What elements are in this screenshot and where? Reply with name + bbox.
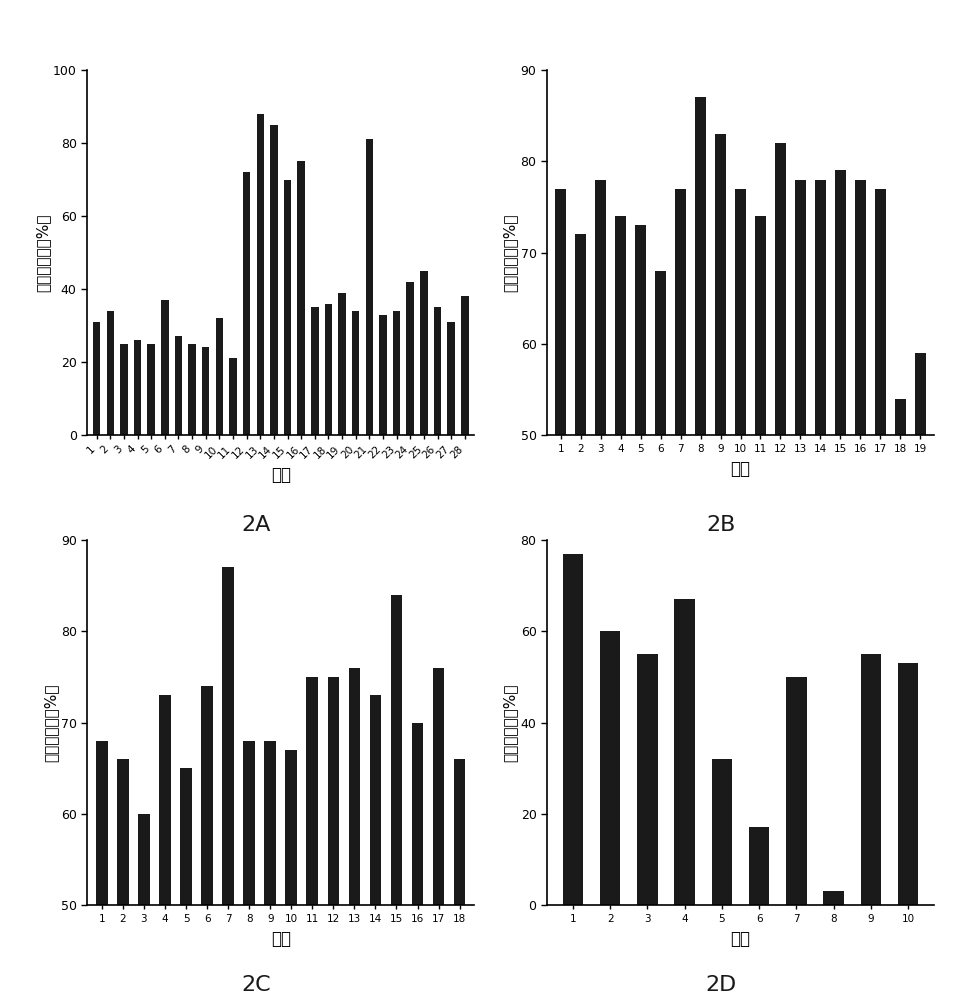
- Bar: [556, 189, 566, 891]
- X-axis label: 克隆: 克隆: [731, 930, 750, 948]
- Bar: [379, 315, 387, 435]
- Bar: [352, 311, 359, 435]
- Bar: [815, 180, 826, 891]
- Text: 2D: 2D: [706, 975, 737, 995]
- Bar: [562, 554, 583, 905]
- Bar: [454, 759, 466, 1000]
- Bar: [461, 296, 469, 435]
- X-axis label: 克隆: 克隆: [271, 930, 290, 948]
- Bar: [775, 143, 786, 891]
- X-axis label: 克隆: 克隆: [731, 460, 750, 478]
- Bar: [216, 318, 223, 435]
- Bar: [223, 567, 234, 1000]
- Bar: [161, 300, 168, 435]
- Bar: [715, 134, 726, 891]
- Bar: [735, 189, 746, 891]
- Y-axis label: 阻断抑制率（%）: 阻断抑制率（%）: [502, 213, 518, 292]
- Bar: [795, 180, 806, 891]
- Bar: [159, 695, 170, 1000]
- Bar: [264, 741, 276, 1000]
- Bar: [595, 180, 606, 891]
- Bar: [327, 677, 339, 1000]
- Bar: [894, 398, 906, 891]
- Bar: [339, 293, 346, 435]
- Bar: [411, 722, 423, 1000]
- Text: 2C: 2C: [242, 975, 271, 995]
- Bar: [637, 654, 657, 905]
- Bar: [749, 827, 770, 905]
- Bar: [861, 654, 881, 905]
- Bar: [96, 741, 107, 1000]
- Bar: [655, 271, 666, 891]
- Y-axis label: 阻断抑制率（%）: 阻断抑制率（%）: [35, 213, 50, 292]
- Bar: [635, 225, 647, 891]
- Bar: [875, 189, 886, 891]
- Text: 2B: 2B: [707, 515, 736, 535]
- Bar: [324, 304, 332, 435]
- Bar: [675, 599, 695, 905]
- Bar: [134, 340, 141, 435]
- Bar: [120, 344, 128, 435]
- Bar: [348, 668, 360, 1000]
- Bar: [898, 663, 919, 905]
- Bar: [106, 311, 114, 435]
- X-axis label: 克隆: 克隆: [271, 466, 290, 484]
- Bar: [393, 311, 401, 435]
- Bar: [297, 161, 305, 435]
- Bar: [202, 347, 209, 435]
- Bar: [391, 595, 403, 1000]
- Bar: [229, 358, 237, 435]
- Bar: [915, 353, 925, 891]
- Bar: [711, 759, 732, 905]
- Bar: [575, 234, 587, 891]
- Bar: [147, 344, 155, 435]
- Bar: [286, 750, 297, 1000]
- Bar: [174, 336, 182, 435]
- Y-axis label: 阻断抑制率（%）: 阻断抑制率（%）: [43, 683, 58, 762]
- Bar: [180, 768, 192, 1000]
- Bar: [447, 322, 455, 435]
- Bar: [311, 307, 318, 435]
- Bar: [434, 307, 441, 435]
- Bar: [786, 677, 806, 905]
- Bar: [93, 322, 101, 435]
- Bar: [600, 631, 620, 905]
- Bar: [855, 180, 865, 891]
- Bar: [307, 677, 318, 1000]
- Bar: [407, 282, 414, 435]
- Bar: [117, 759, 129, 1000]
- Bar: [824, 891, 844, 905]
- Bar: [616, 216, 626, 891]
- Bar: [138, 814, 150, 1000]
- Bar: [420, 271, 428, 435]
- Bar: [755, 216, 766, 891]
- Bar: [433, 668, 444, 1000]
- Bar: [201, 686, 213, 1000]
- Bar: [270, 125, 278, 435]
- Bar: [284, 180, 291, 435]
- Bar: [189, 344, 196, 435]
- Y-axis label: 阻断抑制率（%）: 阻断抑制率（%）: [502, 683, 518, 762]
- Bar: [366, 139, 373, 435]
- Bar: [834, 170, 846, 891]
- Bar: [257, 114, 264, 435]
- Bar: [243, 172, 251, 435]
- Bar: [695, 97, 706, 891]
- Bar: [675, 189, 686, 891]
- Bar: [370, 695, 381, 1000]
- Bar: [243, 741, 255, 1000]
- Text: 2A: 2A: [242, 515, 271, 535]
